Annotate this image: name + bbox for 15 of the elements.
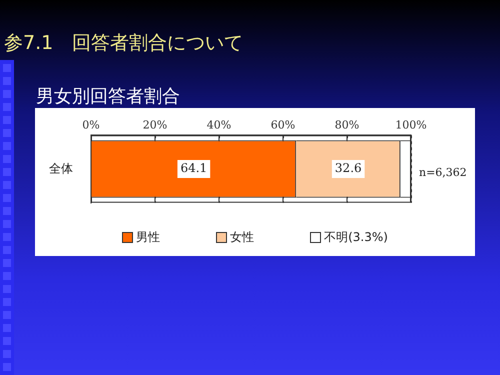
x-tick-label: 100% [395, 118, 427, 132]
y-tick-label: 全体 [49, 161, 73, 176]
x-tick-label: 20% [142, 118, 168, 132]
data-label: 32.6 [334, 161, 362, 176]
x-tick-label: 80% [334, 118, 360, 132]
data-label: 64.1 [180, 161, 208, 176]
chart-title: 参7.1 回答者割合について [4, 31, 244, 56]
text: n=6,362 [419, 166, 467, 179]
legend-label: 不明(3.3%) [324, 229, 388, 246]
chart-subtitle: 男女別回答者割合 [36, 85, 180, 108]
legend-label: 女性 [230, 229, 254, 246]
text: 男性 [136, 229, 160, 246]
x-tick-label: 60% [270, 118, 296, 132]
x-tick-label: 40% [206, 118, 232, 132]
x-tick-label: 0% [82, 118, 100, 132]
